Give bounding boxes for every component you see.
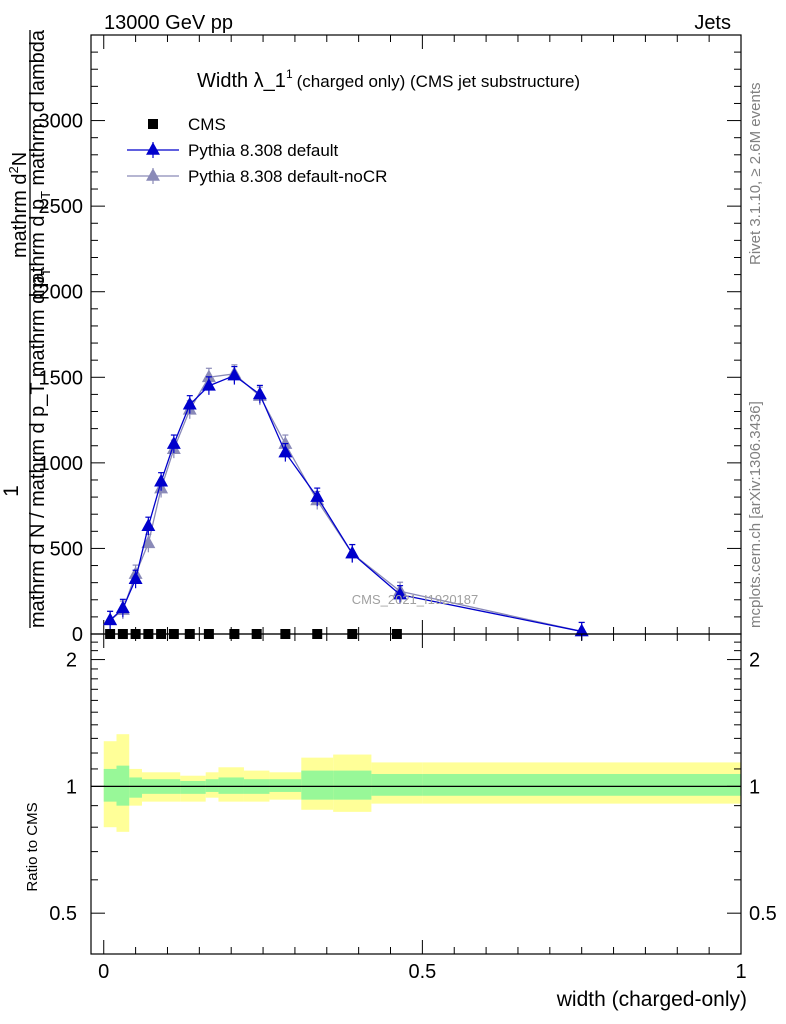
default-point: [574, 623, 589, 637]
default-nocr-line: [109, 373, 582, 633]
default-point: [182, 396, 197, 410]
ratio-band-inner: [103, 768, 117, 802]
x-tick-label: 0: [98, 961, 109, 983]
ratio-frame: [90, 633, 742, 955]
default-nocr-point: [201, 369, 216, 383]
x-tick-label: 0.5: [408, 961, 436, 983]
y-tick-label: 1500: [39, 367, 84, 389]
legend: CMS Pythia 8.308 default Pythia 8.308 defa…: [127, 115, 387, 186]
ratio-band-inner: [269, 779, 302, 792]
header-right: Jets: [694, 12, 731, 34]
x-axis-label: width (charged-only): [556, 988, 747, 1011]
ratio-y-tick-label-right: 1: [749, 776, 760, 798]
y-label-numerator-line2: mathrm d pT: [27, 191, 53, 300]
ratio-band-inner: [205, 779, 219, 792]
ratio-y-tick-label: 2: [66, 650, 77, 672]
y-tick-label: 0: [72, 624, 83, 646]
default-point: [310, 489, 325, 502]
default-line: [109, 374, 582, 633]
legend-marker-0: [148, 119, 158, 129]
default-point: [345, 545, 360, 559]
legend-marker-1: [146, 142, 160, 155]
watermark: CMS_2021_I1920187: [352, 592, 479, 607]
header-left: 13000 GeV pp: [104, 12, 233, 34]
default-point: [128, 571, 143, 585]
legend-label-2: Pythia 8.308 default-noCR: [188, 167, 387, 186]
default-point: [154, 473, 169, 487]
ratio-band-inner: [218, 777, 244, 794]
plot-title-rest: (charged only) (CMS jet substructure): [297, 72, 580, 91]
legend-marker-2: [146, 168, 160, 181]
ratio-band-inner: [129, 777, 142, 798]
ratio-band-inner: [371, 773, 423, 796]
default-point: [166, 436, 181, 449]
ratio-y-label: Ratio to CMS: [24, 802, 41, 891]
legend-label-0: CMS: [188, 115, 226, 134]
ratio-band-inner: [422, 773, 741, 796]
y-label-denominator: mathrm d N / mathrm d p_T mathrm d pT: [27, 268, 53, 628]
ratio-band-inner: [116, 765, 130, 806]
plot-title: Width λ_11 (charged only) (CMS jet substr…: [197, 67, 580, 92]
y-tick-label: 2000: [39, 282, 84, 304]
y-label-numerator-line3: mathrm d lambda: [27, 29, 49, 185]
default-point: [115, 600, 130, 614]
default-point: [252, 386, 267, 400]
y-tick-label: 500: [50, 538, 83, 560]
y-label-numerator-line: mathrm d2N: [6, 152, 31, 258]
y-label-one: 1: [0, 485, 23, 497]
plot-title-main: Width λ_1: [197, 70, 286, 92]
default-point: [393, 586, 408, 600]
mcplots-label: mcplots.cern.ch [arXiv:1306.3436]: [747, 401, 764, 628]
ratio-y-tick-label: 1: [66, 776, 77, 798]
ratio-y-tick-label: 0.5: [49, 903, 77, 925]
default-point: [227, 367, 242, 381]
rivet-label: Rivet 3.1.10, ≥ 2.6M events: [747, 83, 764, 266]
ratio-y-tick-label-right: 2: [749, 650, 760, 672]
y-axis-label: 1 mathrm d N / mathrm d p_T mathrm d pT …: [0, 29, 53, 628]
default-nocr-point: [141, 535, 156, 549]
x-tick-label: 1: [735, 961, 746, 983]
legend-label-1: Pythia 8.308 default: [188, 141, 339, 160]
y-tick-label: 1000: [39, 453, 84, 475]
ratio-band-inner: [301, 770, 334, 800]
ratio-y-tick-label-right: 0.5: [749, 903, 777, 925]
plot-title-sup: 1: [286, 67, 293, 81]
default-point: [141, 518, 156, 531]
ratio-band-inner: [333, 770, 372, 800]
default-point: [103, 612, 118, 626]
default-point: [278, 444, 293, 458]
y-tick-label: 3000: [39, 111, 84, 133]
ratio-band-inner: [180, 780, 206, 794]
default-point: [201, 378, 216, 391]
y-tick-label: 2500: [39, 196, 84, 218]
